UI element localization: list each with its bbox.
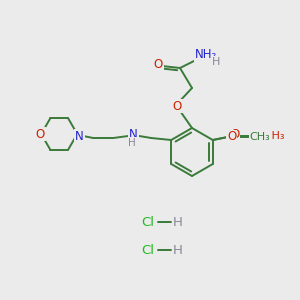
- Text: H: H: [212, 57, 220, 67]
- Text: H: H: [173, 244, 183, 256]
- Text: Cl: Cl: [142, 244, 154, 256]
- Text: NH₂: NH₂: [195, 49, 217, 62]
- Text: OCH₃: OCH₃: [256, 131, 285, 141]
- Text: H: H: [128, 138, 136, 148]
- Text: O: O: [153, 58, 163, 71]
- Text: N: N: [129, 128, 138, 140]
- Text: O: O: [230, 128, 239, 142]
- Text: N: N: [75, 130, 84, 142]
- Text: O: O: [36, 128, 45, 140]
- Text: O: O: [172, 100, 182, 112]
- Text: Cl: Cl: [142, 215, 154, 229]
- Text: CH₃: CH₃: [249, 132, 270, 142]
- Text: O: O: [227, 130, 236, 143]
- Text: H: H: [173, 215, 183, 229]
